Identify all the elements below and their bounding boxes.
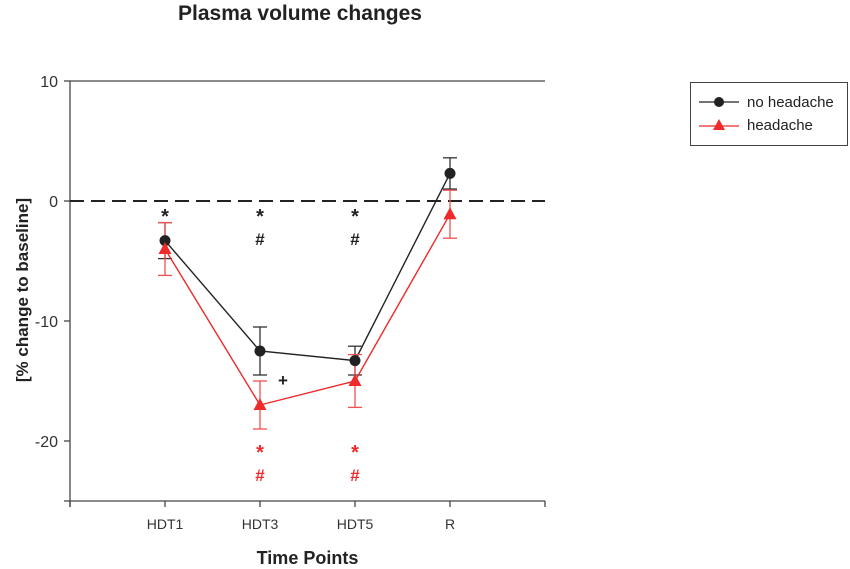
significance-marker: * bbox=[161, 206, 169, 228]
triangle-marker-icon bbox=[699, 119, 739, 130]
x-tick-label: HDT3 bbox=[242, 516, 279, 532]
triangle-marker bbox=[253, 398, 267, 410]
series-layer bbox=[158, 157, 457, 430]
significance-marker: + bbox=[278, 371, 288, 390]
chart-title: Plasma volume changes bbox=[178, 2, 422, 25]
x-tick-label: HDT1 bbox=[147, 516, 184, 532]
x-tick-label: R bbox=[445, 516, 455, 532]
circle-marker bbox=[444, 167, 456, 179]
y-tick-label: -10 bbox=[35, 314, 58, 331]
x-tick-label: HDT5 bbox=[337, 516, 374, 532]
series-line bbox=[164, 213, 451, 406]
circle-marker bbox=[349, 355, 361, 367]
circle-marker bbox=[254, 345, 266, 357]
significance-marker: # bbox=[350, 230, 360, 249]
triangle-marker bbox=[158, 242, 172, 254]
significance-marker: * bbox=[256, 206, 264, 228]
y-tick-label: -20 bbox=[35, 434, 58, 451]
significance-marker: # bbox=[350, 466, 360, 485]
y-tick-label: 0 bbox=[49, 194, 58, 211]
significance-marker: # bbox=[255, 230, 265, 249]
triangle-marker bbox=[348, 374, 362, 386]
significance-marker: * bbox=[256, 442, 264, 464]
circle-marker bbox=[159, 235, 171, 247]
annotations-layer: * * # * # + * # * # bbox=[161, 206, 360, 485]
significance-marker: * bbox=[351, 442, 359, 464]
legend-item-headache: headache bbox=[699, 114, 813, 136]
legend-item-no-headache: no headache bbox=[699, 91, 834, 113]
series-line bbox=[164, 173, 451, 362]
circle-marker-icon bbox=[699, 97, 739, 107]
legend: no headache headache bbox=[690, 82, 848, 146]
triangle-marker bbox=[443, 207, 457, 220]
legend-label: no headache bbox=[747, 93, 834, 111]
y-tick-label: 10 bbox=[40, 74, 58, 91]
significance-marker: * bbox=[351, 206, 359, 228]
axes: 10 0 -10 -20 HDT1 HDT3 HDT5 R bbox=[35, 74, 546, 532]
y-axis-label: [% change to baseline] bbox=[13, 197, 32, 383]
significance-marker: # bbox=[255, 466, 265, 485]
x-axis-label: Time Points bbox=[256, 548, 359, 568]
legend-label: headache bbox=[747, 116, 813, 134]
